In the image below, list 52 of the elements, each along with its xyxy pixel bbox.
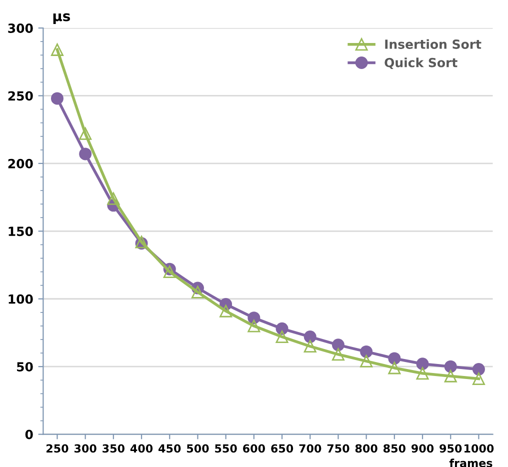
y-tick-label: 100: [8, 294, 33, 304]
point: [472, 372, 485, 386]
point: [472, 363, 485, 376]
point: [276, 330, 288, 344]
y-tick-label: 250: [8, 91, 33, 101]
point: [416, 358, 429, 370]
point: [360, 345, 373, 358]
y-tick-label: 200: [8, 158, 33, 168]
point: [220, 304, 232, 318]
x-tick-label: 750: [327, 444, 350, 453]
point: [50, 92, 64, 105]
point: [332, 348, 344, 361]
x-tick-label: 250: [46, 444, 68, 453]
point: [191, 286, 204, 298]
y-tick-label: 0: [25, 430, 33, 440]
point: [388, 352, 401, 365]
x-axis-title: frames: [449, 458, 492, 467]
point: [248, 320, 260, 332]
point: [304, 340, 316, 353]
point: [416, 367, 429, 380]
point: [444, 360, 457, 373]
x-tick-label: 650: [271, 444, 294, 453]
point: [163, 266, 176, 278]
point: [107, 192, 120, 205]
x-tick-label: 1000: [464, 444, 494, 453]
x-tick-label: 500: [186, 444, 209, 453]
point: [304, 330, 316, 344]
y-tick-label: 150: [8, 226, 33, 236]
x-tick-label: 850: [383, 444, 406, 453]
x-tick-label: 450: [158, 444, 181, 453]
point: [388, 362, 401, 374]
legend-label: Quick Sort: [384, 58, 458, 69]
point: [360, 354, 373, 368]
point: [332, 338, 344, 352]
y-axis-title: µs: [53, 13, 70, 24]
point: [79, 127, 92, 140]
legend-label: Insertion Sort: [385, 39, 482, 49]
point: [248, 312, 260, 324]
x-tick-label: 300: [74, 444, 96, 453]
x-tick-label: 900: [411, 444, 434, 453]
x-tick-label: 350: [102, 444, 124, 453]
x-tick-label: 800: [355, 444, 378, 453]
y-tick-label: 50: [17, 362, 33, 372]
x-tick-label: 950: [440, 444, 462, 453]
x-tick-label: 700: [299, 444, 322, 453]
x-tick-label: 600: [243, 444, 265, 453]
y-tick-label: 300: [8, 23, 33, 33]
x-tick-label: 550: [215, 444, 237, 453]
point: [79, 148, 92, 160]
point: [444, 370, 457, 382]
point: [50, 43, 64, 56]
x-tick-label: 400: [130, 444, 153, 453]
